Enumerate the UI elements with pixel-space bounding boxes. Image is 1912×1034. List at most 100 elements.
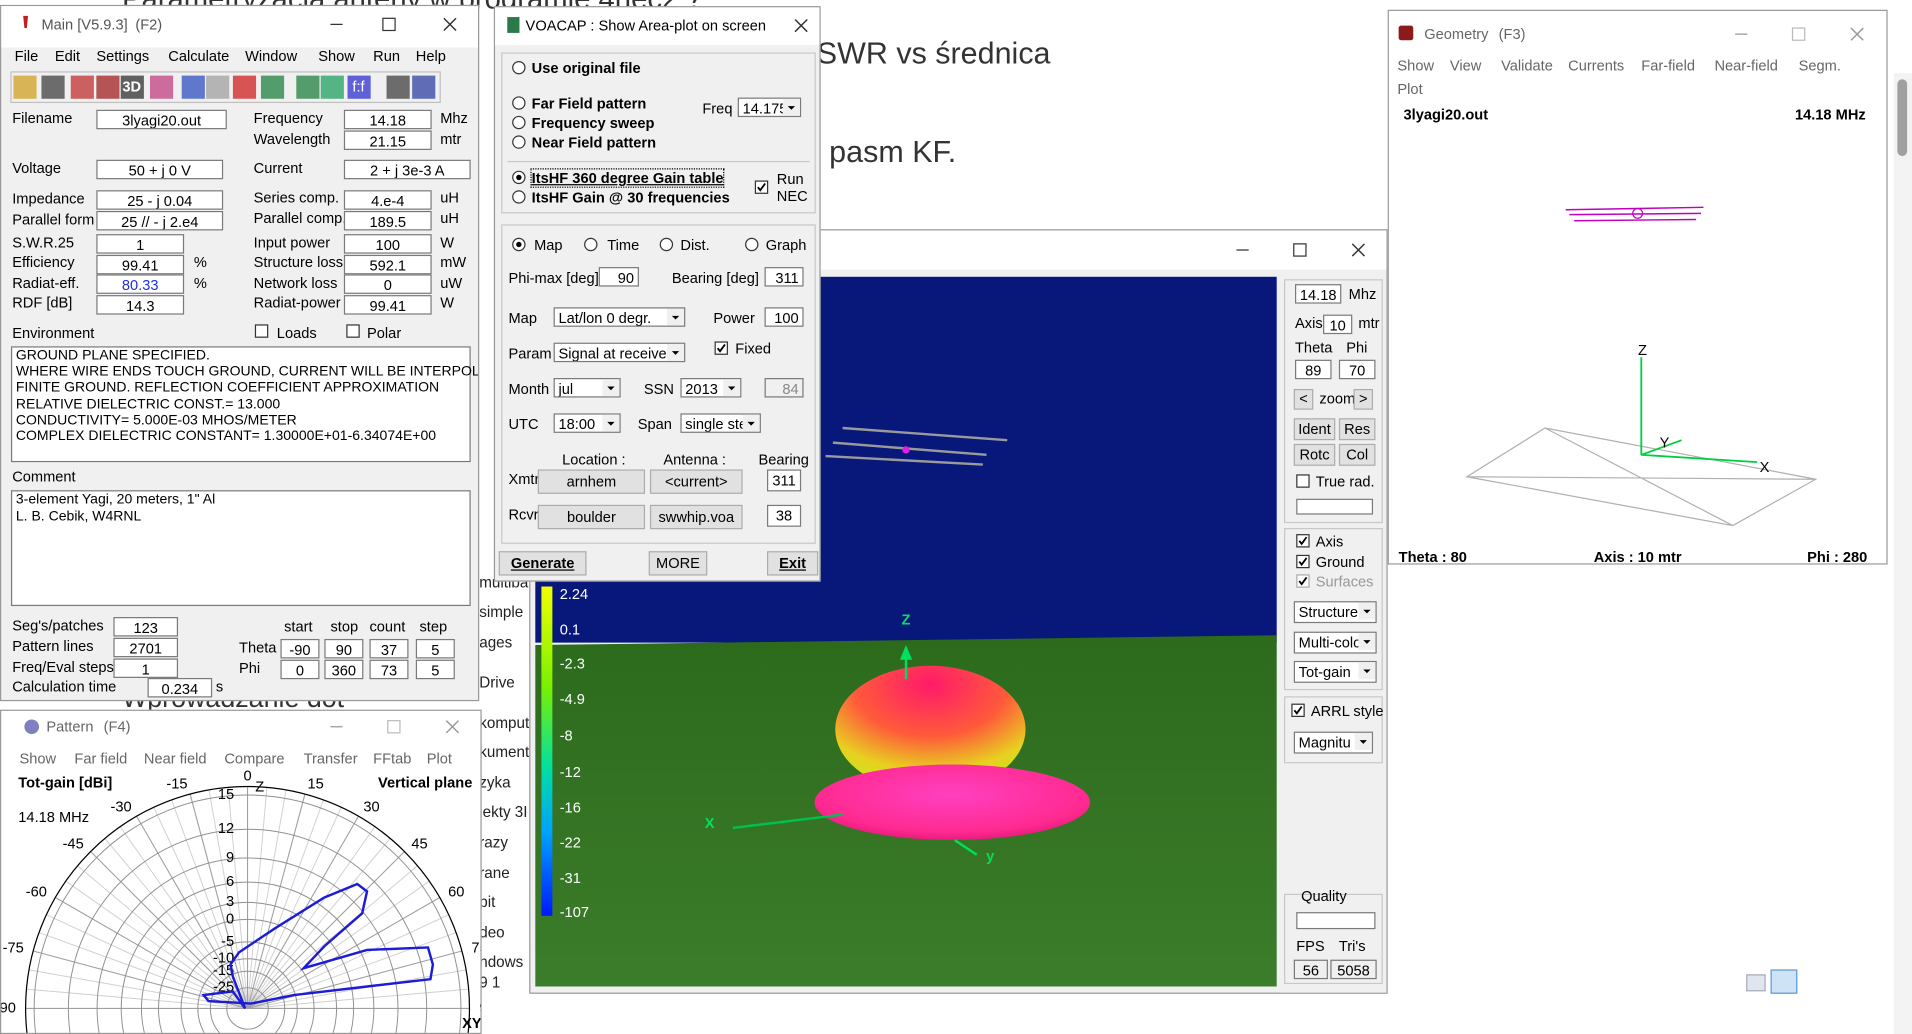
- radio-button[interactable]: [745, 237, 759, 252]
- location-button[interactable]: arnhem: [537, 469, 646, 494]
- toolbar-button[interactable]: [96, 75, 120, 99]
- ssn-field[interactable]: 84: [764, 378, 804, 398]
- sweep-value[interactable]: 37: [369, 638, 409, 659]
- field-value[interactable]: 1: [96, 234, 185, 254]
- toolbar-button[interactable]: [120, 75, 144, 99]
- toolbar-button[interactable]: [181, 75, 205, 99]
- fps-field[interactable]: 56: [1293, 959, 1328, 980]
- dropdown-arrow[interactable]: [602, 414, 620, 432]
- radio-button[interactable]: [512, 96, 526, 110]
- scale-combo[interactable]: Magnitu: [1293, 731, 1374, 754]
- dropdown-arrow[interactable]: [602, 379, 620, 397]
- toolbar-button[interactable]: [232, 75, 257, 99]
- field-value[interactable]: 25 - j 0.04: [96, 190, 224, 210]
- dropdown-arrow[interactable]: [742, 414, 760, 432]
- radio-button[interactable]: [512, 115, 526, 130]
- month-combo[interactable]: jul: [553, 378, 621, 398]
- menu-item[interactable]: Window: [245, 47, 298, 65]
- scrollbar-thumb[interactable]: [1897, 79, 1908, 157]
- toolbar-button[interactable]: [260, 75, 285, 99]
- menu-item[interactable]: FFtab: [373, 749, 412, 767]
- display-combo[interactable]: Multi-colo: [1293, 631, 1377, 654]
- sweep-value[interactable]: -90: [280, 638, 320, 659]
- menu-item[interactable]: Near-field: [1714, 57, 1778, 75]
- radio-button[interactable]: [512, 190, 526, 204]
- menu-item[interactable]: Plot: [1397, 80, 1423, 98]
- field-value[interactable]: 123: [113, 617, 179, 637]
- field-value[interactable]: 25 // - j 2.e4: [96, 210, 224, 231]
- menu-item[interactable]: Segm.: [1798, 57, 1841, 75]
- zoom-in-button[interactable]: >: [1353, 388, 1374, 410]
- tris-field[interactable]: 5058: [1330, 959, 1377, 980]
- menu-item[interactable]: Plot: [426, 749, 453, 767]
- checkbox[interactable]: [714, 341, 728, 355]
- menu-item[interactable]: Far field: [74, 749, 128, 767]
- toolbar-button[interactable]: [70, 75, 94, 99]
- menu-item[interactable]: Show: [318, 47, 355, 65]
- field-value[interactable]: 2 + j 3e-3 A: [343, 159, 471, 180]
- field-value[interactable]: 1: [113, 658, 179, 678]
- menu-item[interactable]: Currents: [1568, 57, 1625, 75]
- field-value[interactable]: 592.1: [343, 254, 432, 275]
- field-value[interactable]: 189.5: [343, 210, 432, 231]
- toolbar-button[interactable]: [296, 75, 320, 99]
- field-value[interactable]: 99.41: [343, 295, 432, 315]
- station-bearing[interactable]: 311: [766, 469, 802, 492]
- station-bearing[interactable]: 38: [766, 504, 802, 527]
- span-combo[interactable]: single ste: [680, 413, 761, 433]
- toolbar-button[interactable]: [386, 75, 410, 99]
- field-value[interactable]: 21.15: [343, 130, 432, 150]
- field-value[interactable]: 0.234: [147, 677, 213, 698]
- view-button[interactable]: Col: [1338, 443, 1376, 466]
- radio-button[interactable]: [512, 237, 526, 252]
- ssn-combo[interactable]: 2013: [680, 378, 742, 398]
- radio-button[interactable]: [512, 60, 526, 75]
- dropdown-arrow[interactable]: [1358, 602, 1376, 620]
- menu-item[interactable]: Edit: [54, 47, 81, 65]
- antenna-button[interactable]: <current>: [649, 469, 743, 494]
- antenna-button[interactable]: swwhip.voa: [649, 504, 743, 530]
- menu-item[interactable]: Settings: [96, 47, 150, 65]
- field-value[interactable]: 3lyagi20.out: [96, 109, 227, 130]
- field-value[interactable]: 50 + j 0 V: [96, 159, 224, 180]
- view-icon[interactable]: [1770, 969, 1798, 994]
- menu-item[interactable]: Near field: [143, 749, 207, 767]
- sweep-value[interactable]: 5: [415, 638, 455, 659]
- zoom-out-button[interactable]: <: [1293, 388, 1314, 410]
- menu-item[interactable]: Show: [1397, 57, 1435, 75]
- checkbox[interactable]: [754, 180, 769, 194]
- menu-item[interactable]: Show: [19, 749, 57, 767]
- menu-item[interactable]: Transfer: [303, 749, 358, 767]
- dropdown-arrow[interactable]: [782, 98, 800, 116]
- menu-item[interactable]: Run: [373, 47, 400, 65]
- radio-button[interactable]: [659, 237, 674, 252]
- toolbar-button[interactable]: [320, 75, 344, 99]
- power-field[interactable]: 100: [764, 307, 804, 327]
- field-value[interactable]: 14.18: [343, 109, 432, 130]
- scrollbar[interactable]: [1296, 498, 1374, 515]
- toolbar-button[interactable]: [13, 75, 37, 99]
- field-value[interactable]: 80.33: [96, 274, 185, 294]
- view-button[interactable]: Ident: [1293, 418, 1336, 441]
- field-value[interactable]: 99.41: [96, 254, 185, 275]
- map-combo[interactable]: Lat/lon 0 degr.: [553, 307, 686, 327]
- checkbox[interactable]: [346, 324, 360, 338]
- toolbar-button[interactable]: [347, 75, 371, 99]
- field-value[interactable]: 0: [343, 274, 432, 294]
- phimax-field[interactable]: 90: [598, 267, 639, 287]
- sweep-value[interactable]: 5: [415, 659, 455, 680]
- checkbox[interactable]: [1291, 703, 1305, 718]
- sweep-value[interactable]: 90: [324, 638, 364, 659]
- radio-button[interactable]: [512, 170, 526, 185]
- field-value[interactable]: 100: [343, 234, 432, 254]
- menu-item[interactable]: Validate: [1501, 57, 1553, 75]
- checkbox[interactable]: [254, 324, 269, 338]
- field-value[interactable]: 2701: [113, 637, 179, 658]
- menu-item[interactable]: Calculate: [168, 47, 230, 65]
- bearing-field[interactable]: 311: [764, 267, 804, 287]
- frequency-combo[interactable]: 14.175: [737, 97, 802, 118]
- menu-item[interactable]: View: [1449, 57, 1482, 75]
- radio-button[interactable]: [512, 135, 526, 149]
- checkbox[interactable]: [1296, 574, 1310, 588]
- checkbox[interactable]: [1296, 474, 1310, 488]
